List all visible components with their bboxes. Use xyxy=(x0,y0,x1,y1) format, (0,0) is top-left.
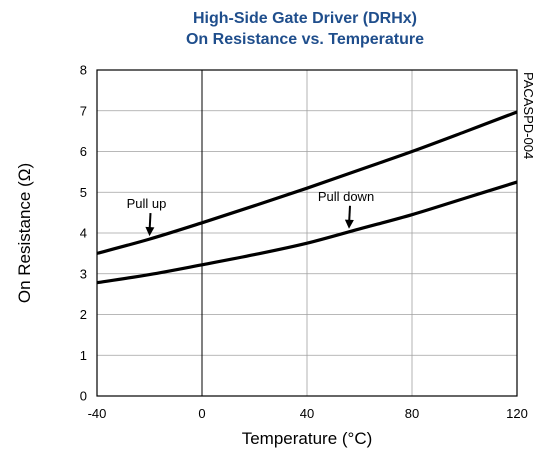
annotation-arrow-head xyxy=(145,226,155,237)
plot-frame xyxy=(96,69,518,397)
y-tick-label: 0 xyxy=(80,389,87,404)
annotation-arrow-head xyxy=(344,219,354,229)
series-line-pull-up xyxy=(96,110,518,255)
x-axis-label: Temperature (°C) xyxy=(242,429,373,448)
x-tick-label: 80 xyxy=(405,406,419,421)
x-tick-label: 120 xyxy=(506,406,528,421)
series-group xyxy=(96,110,518,285)
annotation-label-0: Pull up xyxy=(127,196,167,211)
y-tick-label: 3 xyxy=(80,266,87,281)
x-tick-label: 0 xyxy=(198,406,205,421)
annotations: Pull up Pull down xyxy=(127,189,374,237)
grid xyxy=(97,70,517,396)
chart-title-line2: On Resistance vs. Temperature xyxy=(186,31,424,48)
series-line-pull-down xyxy=(96,180,518,285)
side-code: PACASPD-004 xyxy=(521,72,536,159)
y-tick-label: 7 xyxy=(80,103,87,118)
x-tick-label: -40 xyxy=(88,406,107,421)
y-tick-label: 1 xyxy=(80,348,87,363)
y-tick-label: 4 xyxy=(80,226,87,241)
y-axis-label: On Resistance (Ω) xyxy=(15,163,34,303)
x-tick-labels: -40 0 40 80 120 xyxy=(88,406,528,421)
y-tick-labels: 0 1 2 3 4 5 6 7 8 xyxy=(80,63,87,404)
annotation-label-1: Pull down xyxy=(318,189,374,204)
y-tick-label: 5 xyxy=(80,185,87,200)
chart-title-line1: High-Side Gate Driver (DRHx) xyxy=(193,10,417,27)
y-tick-label: 2 xyxy=(80,307,87,322)
x-tick-label: 40 xyxy=(300,406,314,421)
y-tick-label: 8 xyxy=(80,63,87,78)
y-tick-label: 6 xyxy=(80,144,87,159)
